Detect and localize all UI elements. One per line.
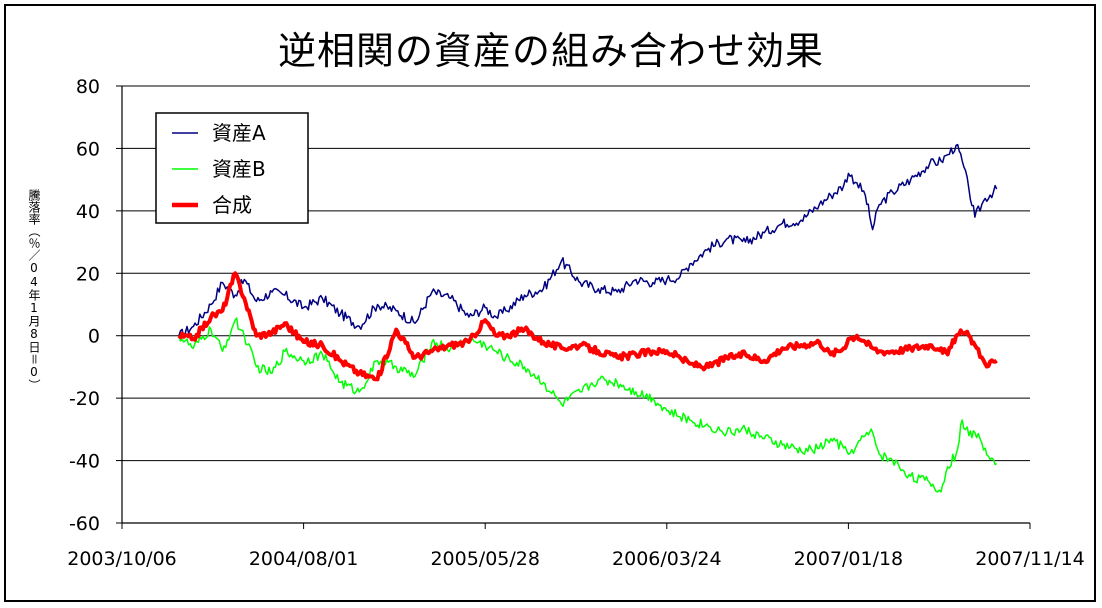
axis-ticks: 80 60 40 20 0 -20 -40 -60 2003/10/06 2004/08/01 20…	[67, 76, 1085, 570]
chart-title: 逆相関の資産の組み合わせ効果	[277, 29, 824, 73]
y-axis-label: 騰落率（％／04年1月8日＝0）	[27, 189, 41, 391]
x-tick-label: 2007/11/14	[975, 548, 1085, 570]
y-tick-label: 0	[88, 326, 100, 348]
legend-label: 合成	[212, 193, 252, 217]
x-tick-label: 2005/05/28	[430, 548, 540, 570]
series-line-2	[178, 317, 998, 493]
x-tick-label: 2003/10/06	[67, 548, 177, 570]
y-tick-label: 40	[76, 201, 100, 223]
y-tick-label: 20	[76, 263, 100, 285]
legend: 資産A 資産B 合成	[155, 112, 309, 224]
series-line-1	[178, 143, 998, 338]
y-tick-label: -60	[69, 513, 100, 535]
series-line-3	[177, 271, 998, 382]
series-lines	[177, 143, 998, 493]
y-tick-label: 80	[76, 76, 100, 98]
y-tick-label: -40	[69, 451, 100, 473]
y-tick-label: -20	[69, 388, 100, 410]
legend-label: 資産A	[212, 121, 266, 145]
x-tick-label: 2004/08/01	[249, 548, 359, 570]
y-tick-label: 60	[76, 138, 100, 160]
chart-frame	[4, 4, 1096, 602]
x-tick-label: 2007/01/18	[794, 548, 904, 570]
legend-label: 資産B	[212, 157, 266, 181]
x-tick-label: 2006/03/24	[612, 548, 722, 570]
